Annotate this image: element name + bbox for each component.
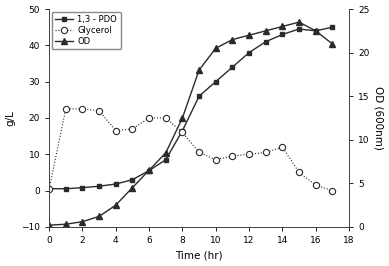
OD [263, 29, 268, 32]
1,3 - PDO [314, 29, 318, 32]
OD [214, 47, 218, 50]
Glycerol [330, 189, 335, 192]
Glycerol [197, 151, 202, 154]
Glycerol [247, 153, 251, 156]
1,3 - PDO [163, 158, 168, 161]
OD [314, 29, 318, 32]
1,3 - PDO [263, 40, 268, 43]
X-axis label: Time (hr): Time (hr) [175, 251, 223, 260]
1,3 - PDO [214, 80, 218, 83]
1,3 - PDO [197, 95, 202, 98]
OD [297, 20, 301, 24]
Glycerol [147, 116, 151, 119]
Glycerol [263, 151, 268, 154]
1,3 - PDO [63, 187, 68, 190]
Glycerol [214, 158, 218, 161]
OD [180, 116, 185, 119]
Legend: 1,3 - PDO, Glycerol, OD: 1,3 - PDO, Glycerol, OD [52, 11, 121, 49]
Glycerol [130, 127, 135, 130]
OD [247, 34, 251, 37]
Line: Glycerol: Glycerol [46, 106, 335, 194]
OD [63, 223, 68, 226]
Glycerol [97, 109, 102, 112]
OD [197, 68, 202, 72]
OD [97, 215, 102, 218]
Y-axis label: OD (600nm): OD (600nm) [373, 86, 384, 150]
Glycerol [163, 116, 168, 119]
Y-axis label: g/L: g/L [5, 110, 16, 126]
OD [163, 151, 168, 154]
1,3 - PDO [80, 186, 85, 189]
1,3 - PDO [330, 26, 335, 29]
1,3 - PDO [130, 178, 135, 181]
OD [280, 25, 285, 28]
OD [47, 223, 51, 227]
Glycerol [314, 184, 318, 187]
1,3 - PDO [180, 129, 185, 132]
Glycerol [297, 171, 301, 174]
OD [330, 42, 335, 45]
1,3 - PDO [114, 182, 118, 186]
1,3 - PDO [47, 187, 51, 190]
OD [130, 186, 135, 189]
Line: OD: OD [46, 19, 335, 228]
Glycerol [47, 187, 51, 190]
Glycerol [230, 155, 235, 158]
Glycerol [80, 107, 85, 110]
OD [80, 220, 85, 223]
1,3 - PDO [97, 185, 102, 188]
1,3 - PDO [280, 33, 285, 36]
OD [114, 203, 118, 207]
1,3 - PDO [247, 51, 251, 54]
1,3 - PDO [147, 169, 151, 172]
1,3 - PDO [230, 65, 235, 69]
Glycerol [280, 146, 285, 149]
Glycerol [114, 129, 118, 132]
Line: 1,3 - PDO: 1,3 - PDO [47, 25, 335, 191]
OD [230, 38, 235, 41]
Glycerol [63, 107, 68, 110]
1,3 - PDO [297, 27, 301, 31]
OD [147, 169, 151, 172]
Glycerol [180, 131, 185, 134]
